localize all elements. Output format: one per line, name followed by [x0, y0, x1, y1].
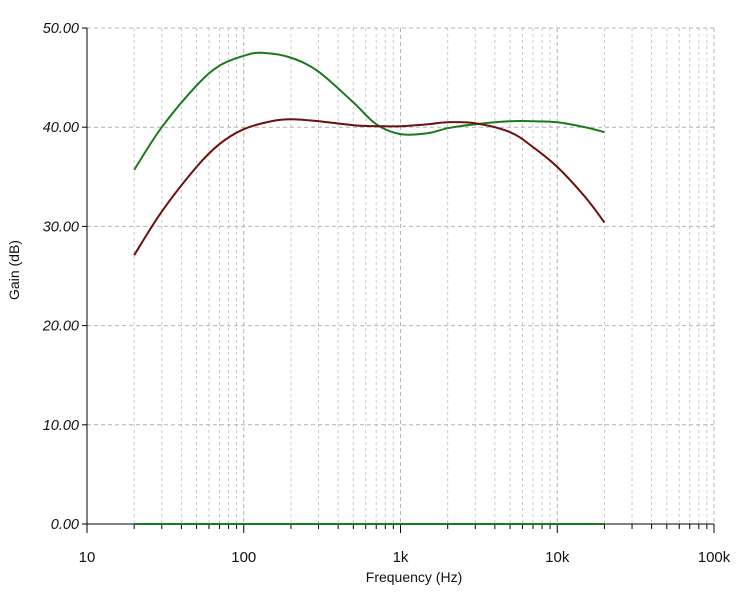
- y-tick-label: 30.00: [43, 219, 79, 235]
- minor-gridlines: [133, 28, 708, 524]
- y-tick-label: 50.00: [43, 21, 79, 37]
- y-tick-labels: 0.00 10.00 20.00 30.00 40.00 50.00: [42, 21, 79, 533]
- x-tick-labels: 10 100 1k 10k 100k: [79, 549, 731, 566]
- y-tick-label: 40.00: [43, 120, 79, 136]
- x-axis-title: Frequency (Hz): [366, 569, 462, 585]
- y-tick-label: 10.00: [43, 418, 79, 434]
- y-tick-label: 0.00: [51, 517, 79, 533]
- x-tick-label: 1k: [393, 549, 409, 566]
- x-tick-label: 10k: [545, 549, 570, 566]
- y-tick-label: 20.00: [42, 319, 79, 335]
- x-tick-label: 10: [79, 549, 96, 566]
- series-line-2: [133, 118, 606, 256]
- series-layer: [133, 51, 606, 525]
- x-tick-label: 100: [231, 549, 256, 566]
- y-axis-title: Gain (dB): [6, 240, 22, 300]
- series-line-1: [133, 51, 605, 171]
- x-tick-label: 100k: [698, 549, 731, 566]
